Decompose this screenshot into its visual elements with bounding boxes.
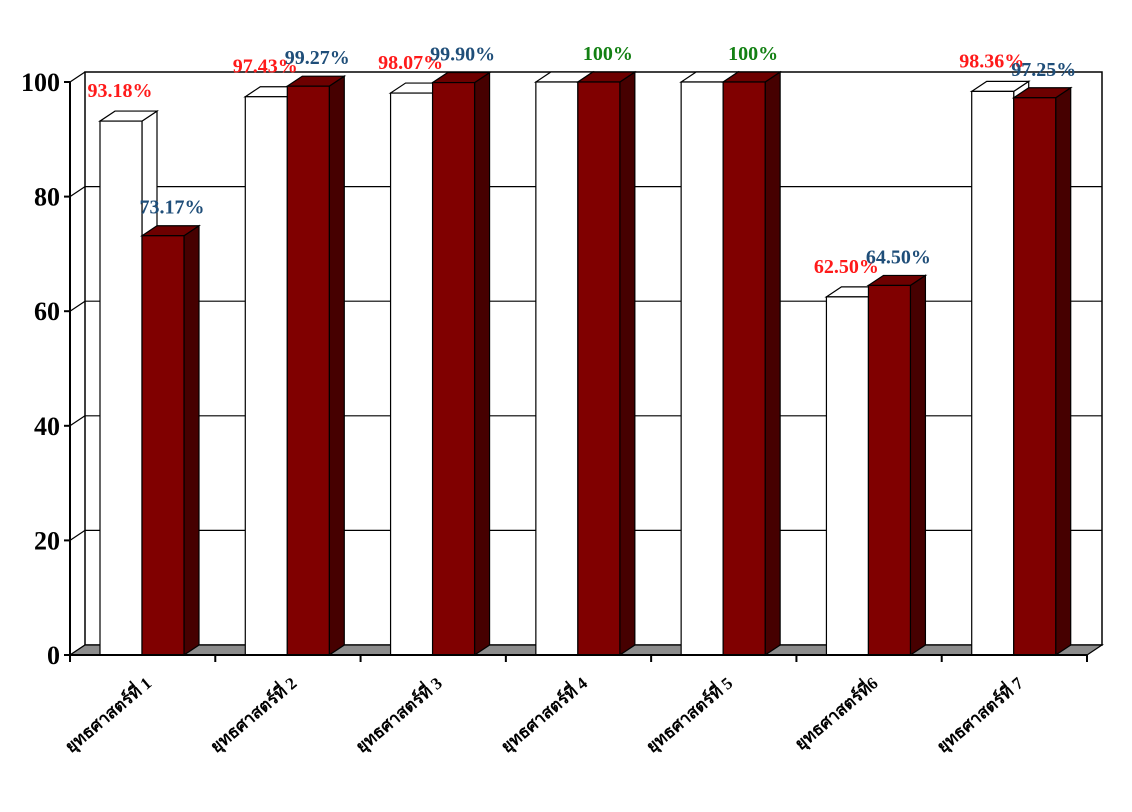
bar: [1013, 97, 1057, 656]
bar: [431, 81, 476, 656]
y-tick-label: 20: [34, 526, 60, 555]
bar: [680, 81, 724, 656]
bar: [286, 85, 330, 656]
bar: [722, 81, 766, 656]
y-tick-label: 60: [34, 297, 60, 326]
bar: [141, 235, 185, 656]
data-label: 98.07%: [378, 52, 443, 74]
data-label: 99.90%: [430, 44, 495, 66]
side-wall-line: [69, 71, 86, 83]
data-label: 98.36%: [959, 50, 1024, 72]
side-wall-line: [69, 300, 86, 312]
data-label: 97.43%: [233, 56, 298, 78]
bar: [244, 96, 288, 656]
bar-side: [183, 224, 200, 657]
side-wall-line: [69, 186, 86, 198]
side-wall-line: [69, 415, 86, 427]
bar: [99, 120, 143, 656]
bar-side: [619, 70, 636, 657]
x-category-label: ยุทธศาสตร์ที่ 7: [931, 671, 1028, 757]
bar: [971, 90, 1015, 656]
x-category-label: ยุทธศาสตร์ที่6: [789, 671, 882, 754]
bar-side: [764, 70, 781, 657]
x-category-label: ยุทธศาสตร์ที่ 4: [495, 671, 592, 757]
bar-side: [1055, 86, 1072, 657]
x-category-label: ยุทธศาสตร์ที่ 1: [60, 671, 156, 757]
data-label: 99.27%: [285, 47, 350, 69]
labels: 93.18% 73.17% 97.43%99.27% 98.07%99.90% 100%…: [88, 43, 1077, 278]
y-tick-label: 100: [21, 68, 60, 97]
data-label: 97.25%: [1011, 59, 1076, 81]
bar: [577, 81, 621, 656]
y-tick-label: 0: [47, 641, 60, 670]
y-tick-label: 40: [34, 412, 60, 441]
x-category-label: ยุทธศาสตร์ที่ 5: [641, 671, 737, 757]
bar: [535, 81, 579, 656]
data-label: 100%: [728, 43, 778, 65]
y-tick-label: 80: [34, 183, 60, 212]
bar-side: [909, 274, 927, 657]
x-category-label: ยุทธศาสตร์ที่ 2: [205, 671, 301, 757]
data-label: 73.17%: [140, 197, 205, 219]
x-category-label: ยุทธศาสตร์ที่ 3: [350, 671, 446, 757]
data-label: 93.18%: [88, 80, 153, 102]
bar-group: [98, 70, 1073, 657]
data-label: 100%: [583, 43, 633, 65]
bar: [867, 284, 912, 656]
bar-side: [328, 75, 345, 657]
data-label: 64.50%: [866, 246, 931, 268]
side-wall-line: [69, 529, 86, 541]
data-label: 62.50%: [814, 256, 879, 278]
bar-side: [473, 71, 491, 657]
bar: [389, 92, 434, 656]
bar: [825, 296, 870, 656]
